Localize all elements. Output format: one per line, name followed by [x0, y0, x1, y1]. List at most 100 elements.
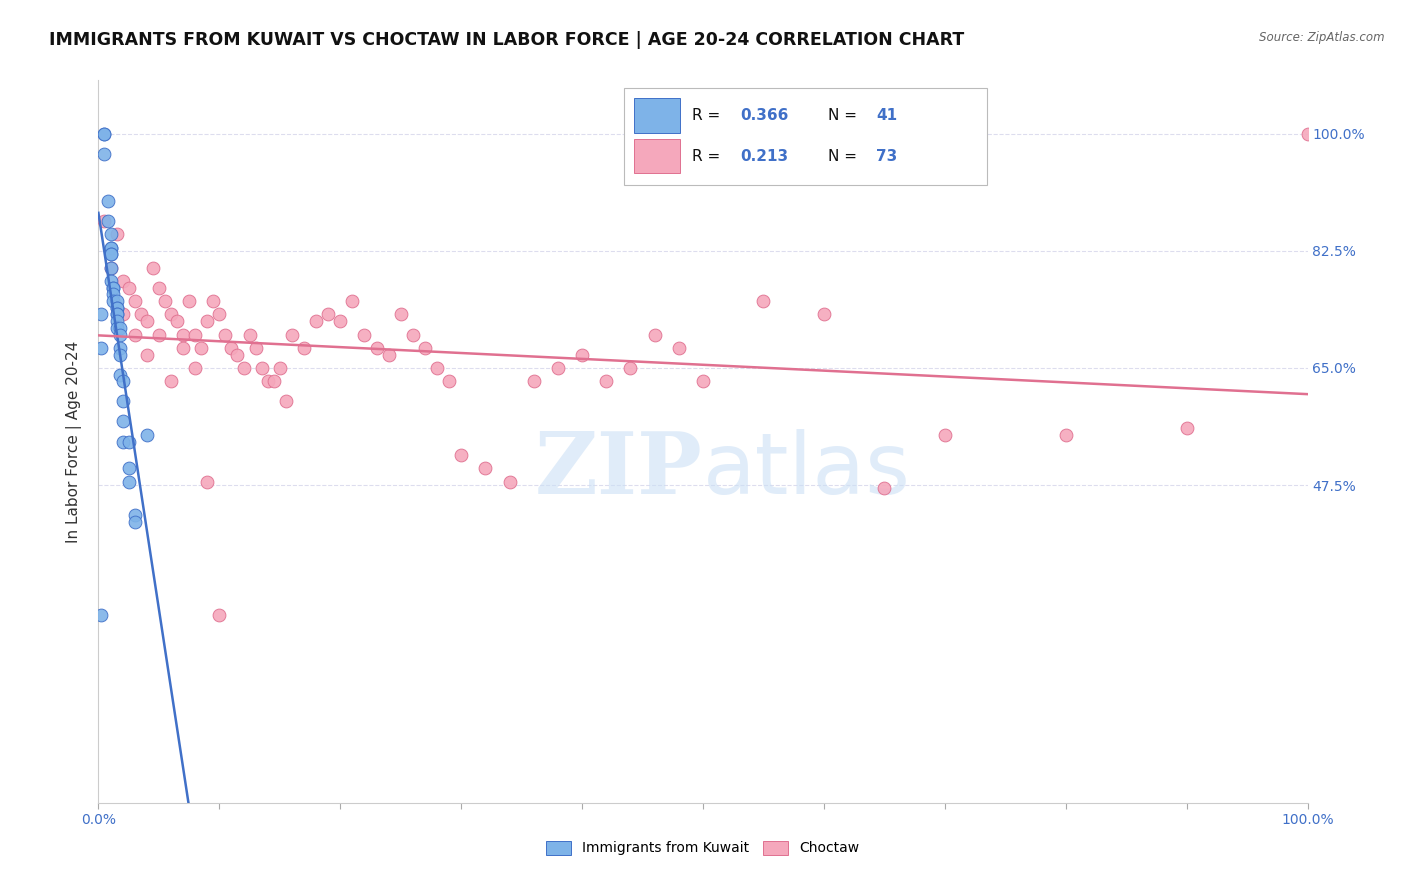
Point — [292, 341, 315, 355]
Point — [172, 327, 194, 342]
Point — [105, 307, 128, 322]
Point — [934, 427, 956, 442]
Point — [105, 301, 128, 315]
Point — [105, 301, 128, 315]
Point — [195, 475, 218, 489]
Point — [111, 394, 134, 409]
Point — [153, 293, 176, 308]
Point — [305, 314, 328, 328]
Point — [239, 327, 262, 342]
Point — [90, 608, 112, 623]
Point — [342, 293, 364, 308]
Text: 0.213: 0.213 — [741, 149, 789, 163]
Point — [413, 341, 436, 355]
Point — [90, 341, 112, 355]
Point — [100, 274, 122, 288]
Point — [105, 314, 128, 328]
Point — [752, 293, 775, 308]
Point — [97, 194, 120, 208]
Point — [118, 475, 141, 489]
Point — [316, 307, 339, 322]
Point — [93, 213, 115, 227]
Point — [100, 227, 122, 242]
FancyBboxPatch shape — [624, 87, 987, 185]
Point — [269, 361, 291, 376]
Point — [426, 361, 449, 376]
Text: IMMIGRANTS FROM KUWAIT VS CHOCTAW IN LABOR FORCE | AGE 20-24 CORRELATION CHART: IMMIGRANTS FROM KUWAIT VS CHOCTAW IN LAB… — [49, 31, 965, 49]
Point — [873, 482, 896, 496]
Text: ZIP: ZIP — [536, 428, 703, 512]
Point — [595, 375, 617, 389]
Point — [90, 307, 112, 322]
Point — [366, 341, 388, 355]
Point — [100, 260, 122, 275]
FancyBboxPatch shape — [634, 139, 681, 173]
Point — [105, 307, 128, 322]
Point — [101, 281, 124, 295]
Point — [124, 508, 146, 523]
Point — [105, 321, 128, 335]
Point — [208, 608, 231, 623]
Text: atlas: atlas — [703, 429, 911, 512]
Point — [108, 348, 131, 362]
Point — [118, 461, 141, 475]
Point — [256, 375, 278, 389]
Point — [1296, 127, 1319, 141]
Text: R =: R = — [692, 149, 725, 163]
Point — [108, 321, 131, 335]
Point — [1175, 421, 1198, 435]
Text: N =: N = — [828, 108, 862, 123]
Point — [402, 327, 425, 342]
Point — [498, 475, 520, 489]
Point — [129, 307, 152, 322]
Point — [221, 341, 243, 355]
Point — [108, 327, 131, 342]
Point — [100, 260, 122, 275]
Point — [118, 281, 141, 295]
Point — [108, 341, 131, 355]
Point — [93, 127, 115, 141]
Point — [97, 213, 120, 227]
Point — [190, 341, 212, 355]
Point — [813, 307, 835, 322]
Point — [184, 327, 207, 342]
Point — [148, 281, 170, 295]
Point — [142, 260, 165, 275]
Point — [100, 241, 122, 255]
Point — [172, 341, 194, 355]
Point — [263, 375, 285, 389]
Point — [214, 327, 236, 342]
Text: R =: R = — [692, 108, 725, 123]
Point — [111, 307, 134, 322]
Point — [124, 515, 146, 529]
Point — [111, 375, 134, 389]
Point — [100, 247, 122, 261]
Point — [93, 146, 115, 161]
Point — [118, 434, 141, 449]
Point — [160, 307, 183, 322]
Point — [101, 293, 124, 308]
Point — [619, 361, 641, 376]
Point — [105, 227, 128, 242]
Point — [124, 327, 146, 342]
Point — [377, 348, 399, 362]
Point — [111, 274, 134, 288]
Point — [166, 314, 188, 328]
Point — [101, 287, 124, 301]
Text: Source: ZipAtlas.com: Source: ZipAtlas.com — [1260, 31, 1385, 45]
Point — [281, 327, 304, 342]
Text: 0.366: 0.366 — [741, 108, 789, 123]
Text: 73: 73 — [876, 149, 897, 163]
Point — [179, 293, 201, 308]
Point — [148, 327, 170, 342]
Point — [571, 348, 593, 362]
Point — [135, 348, 157, 362]
Point — [668, 341, 690, 355]
Point — [100, 247, 122, 261]
Point — [101, 281, 124, 295]
Text: N =: N = — [828, 149, 862, 163]
Point — [105, 293, 128, 308]
Point — [245, 341, 267, 355]
FancyBboxPatch shape — [634, 98, 681, 133]
Point — [329, 314, 352, 328]
